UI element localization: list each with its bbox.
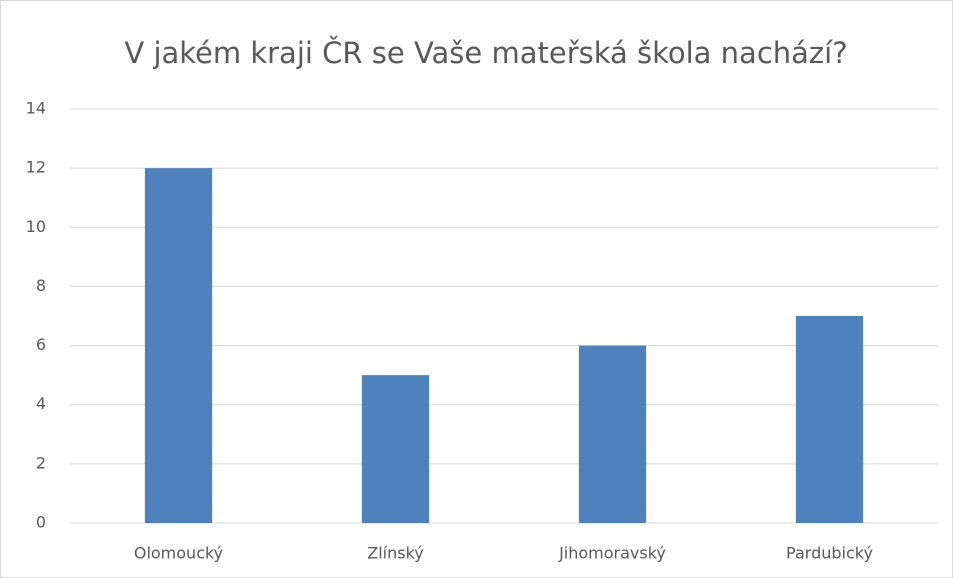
bar: [361, 375, 430, 523]
chart-title: V jakém kraji ČR se Vaše mateřská škola …: [124, 36, 847, 70]
bar: [578, 345, 647, 523]
y-tick-label: 2: [36, 453, 46, 472]
bar: [144, 168, 213, 523]
y-tick-label: 14: [26, 99, 46, 118]
y-tick-label: 8: [36, 276, 46, 295]
x-tick-label: Olomoucký: [134, 544, 223, 563]
x-tick-label: Zlínský: [367, 544, 424, 563]
y-tick-label: 6: [36, 335, 46, 354]
x-tick-label: Pardubický: [786, 544, 873, 563]
bar: [795, 316, 864, 523]
y-tick-label: 0: [36, 513, 46, 532]
y-tick-label: 12: [26, 158, 46, 177]
y-tick-label: 4: [36, 394, 46, 413]
y-tick-label: 10: [26, 217, 46, 236]
x-tick-label: Jihomoravský: [558, 544, 666, 563]
